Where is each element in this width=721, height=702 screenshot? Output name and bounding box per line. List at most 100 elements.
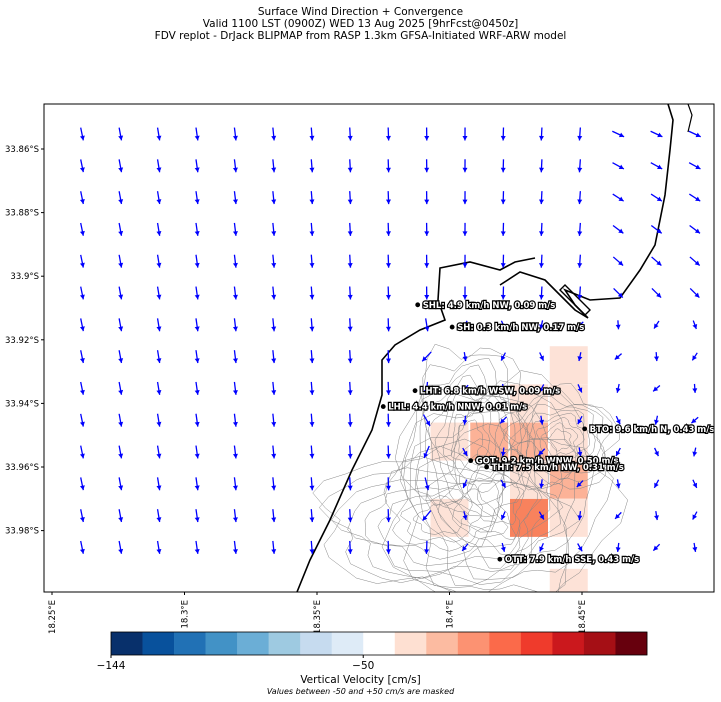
x-tick-label: 18.4°E — [446, 600, 456, 629]
wind-arrow — [654, 415, 659, 425]
wind-arrow — [692, 447, 698, 457]
wind-arrow — [347, 254, 353, 268]
wind-arrow — [156, 540, 162, 554]
station-sh: SH: 0.3 km/h NW, 0.17 m/sSH: 0.3 km/h NW… — [449, 322, 586, 334]
wind-arrow — [271, 286, 277, 300]
colorbar-segment — [363, 632, 396, 655]
x-tick-label: 18.45°E — [578, 600, 588, 634]
station-label-halo: SHL: 4.9 km/h NW, 0.09 m/s — [423, 301, 556, 311]
colorbar-segment — [615, 632, 648, 655]
colorbar-segment — [205, 632, 238, 655]
plot-frame — [43, 103, 715, 593]
wind-arrow — [461, 384, 469, 393]
convergence-cell — [549, 460, 588, 499]
wind-arrow — [577, 286, 583, 300]
coastline-east — [687, 104, 693, 133]
colorbar-label: Vertical Velocity [cm/s] — [300, 674, 421, 686]
wind-arrow — [194, 445, 200, 459]
wind-arrow — [347, 381, 353, 395]
wind-arrow — [347, 540, 353, 554]
wind-arrow — [577, 543, 583, 552]
wind-arrow — [538, 384, 545, 393]
wind-arrow — [309, 477, 315, 491]
wind-arrow — [232, 159, 238, 173]
wind-arrow — [79, 413, 85, 427]
terrain-contour — [400, 495, 483, 543]
terrain-contour — [403, 343, 535, 547]
wind-arrow — [500, 222, 506, 236]
wind-arrow — [539, 254, 544, 268]
wind-arrow — [118, 191, 124, 205]
colorbar-segment — [331, 632, 364, 655]
wind-arrow — [500, 320, 506, 330]
wind-arrow — [271, 318, 277, 332]
station-label: OTT: 7.9 km/h SSE, 0.43 m/s — [505, 555, 639, 565]
wind-arrow — [79, 318, 85, 332]
wind-arrow — [309, 191, 315, 205]
wind-arrow — [385, 286, 391, 300]
terrain-contour — [434, 387, 502, 495]
colorbar-segment — [111, 632, 143, 655]
terrain-contour — [477, 473, 525, 525]
wind-arrow — [194, 381, 200, 395]
wind-arrow — [309, 127, 315, 141]
wind-arrow — [692, 542, 698, 552]
wind-arrow — [500, 511, 506, 520]
wind-arrow — [462, 320, 468, 330]
wind-arrow — [539, 479, 545, 489]
terrain-contour — [502, 388, 613, 490]
wind-arrow — [424, 254, 430, 268]
wind-arrow — [612, 130, 625, 138]
wind-arrow — [424, 540, 430, 554]
wind-arrow — [654, 511, 659, 521]
wind-arrow — [654, 447, 659, 457]
wind-arrow — [615, 447, 621, 457]
convergence-cell — [549, 498, 588, 537]
wind-arrow — [424, 318, 430, 332]
wind-arrow — [385, 318, 391, 332]
wind-arrow — [689, 224, 701, 234]
wind-arrow — [232, 381, 238, 395]
wind-arrow — [118, 477, 124, 491]
wind-arrow — [156, 286, 162, 300]
station-label-halo: SH: 0.3 km/h NW, 0.17 m/s — [457, 323, 584, 333]
terrain-contour — [535, 416, 585, 461]
wind-arrow — [577, 384, 583, 393]
wind-arrow — [118, 318, 124, 332]
wind-arrow — [385, 413, 391, 427]
wind-arrow — [232, 286, 238, 300]
wind-arrow — [653, 320, 660, 329]
wind-arrow — [347, 445, 353, 459]
terrain-contour — [508, 395, 606, 486]
wind-arrow — [462, 479, 468, 489]
wind-arrow — [423, 381, 429, 395]
wind-arrow — [461, 543, 469, 552]
wind-arrow — [309, 540, 315, 554]
wind-arrow — [232, 445, 238, 459]
wind-arrow — [462, 415, 468, 425]
wind-arrow — [79, 159, 85, 173]
wind-arrow — [612, 193, 625, 202]
wind-arrow — [385, 127, 391, 141]
wind-arrow — [577, 415, 583, 425]
wind-arrow — [462, 159, 468, 173]
wind-arrow — [271, 413, 277, 427]
wind-arrow — [118, 540, 124, 554]
wind-arrow — [194, 509, 200, 523]
wind-arrow — [500, 383, 506, 393]
wind-arrow — [156, 159, 162, 173]
wind-arrow — [500, 286, 506, 300]
station-label: GOT: 9.2 km/h WNW, 0.50 m/s — [476, 457, 619, 467]
wind-arrow — [576, 480, 584, 488]
colorbar: −144 −50 — [97, 631, 648, 672]
wind-arrow — [347, 222, 353, 236]
wind-arrow — [385, 254, 391, 268]
wind-arrow — [194, 191, 200, 205]
wind-arrow — [462, 352, 468, 362]
wind-arrow — [538, 448, 546, 456]
wind-arrow — [499, 416, 507, 424]
wind-arrow — [614, 511, 622, 520]
wind-arrow — [118, 222, 124, 236]
